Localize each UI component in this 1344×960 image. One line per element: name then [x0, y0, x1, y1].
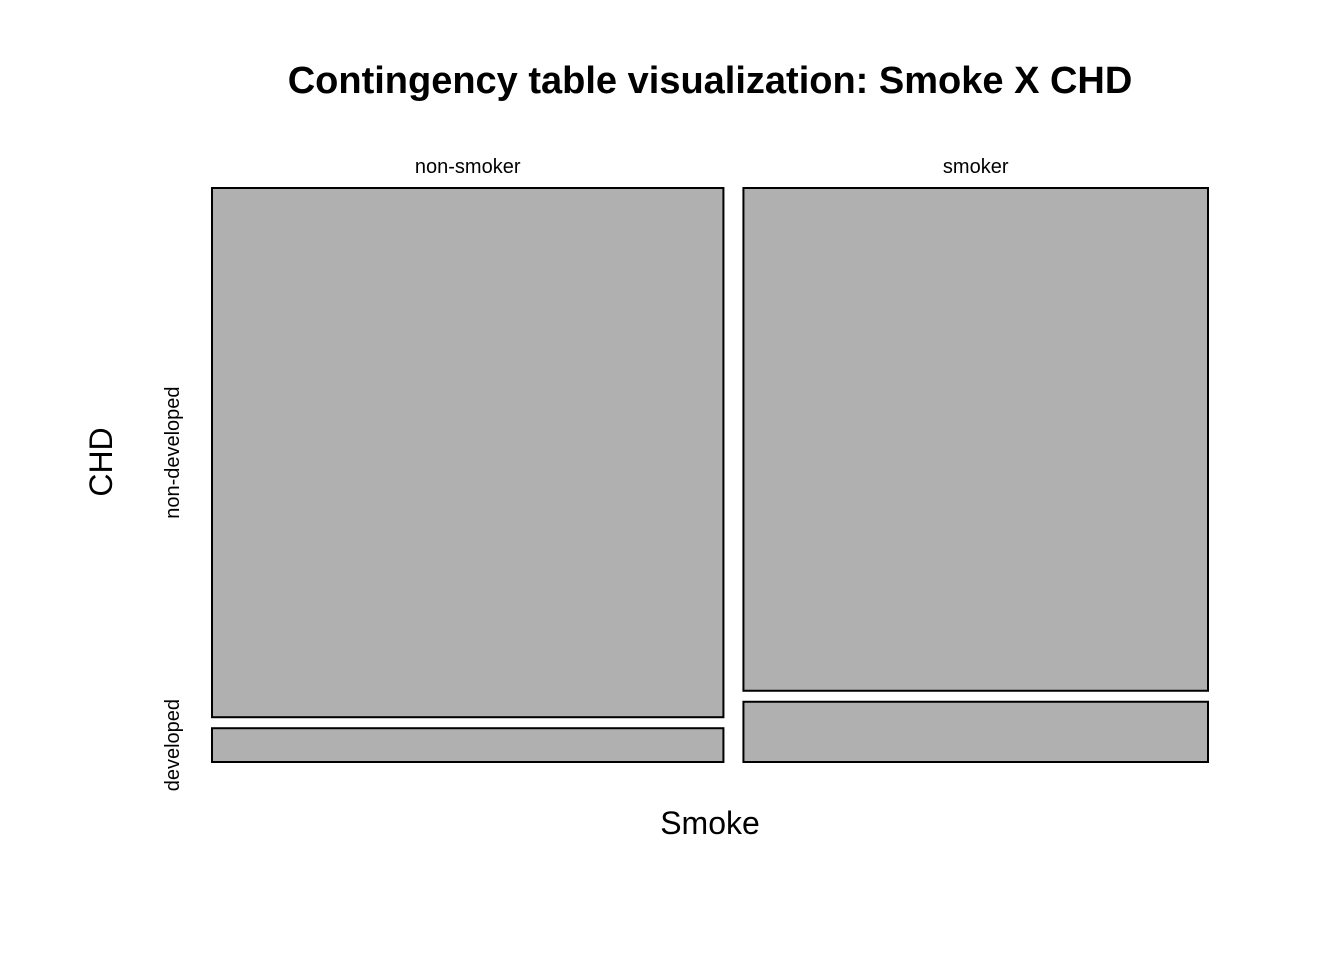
x-category-label-smoker: smoker	[943, 156, 1009, 178]
tile-non-smoker-non-developed	[211, 187, 725, 719]
tile-smoker-developed	[742, 700, 1209, 763]
tile-non-smoker-developed	[211, 727, 725, 763]
y-category-labels: developed non-developed	[162, 386, 184, 791]
y-category-label-non-developed: non-developed	[162, 386, 184, 518]
mosaic-tiles	[211, 187, 1209, 763]
x-axis-title: Smoke	[660, 805, 760, 841]
chart-title: Contingency table visualization: Smoke X…	[288, 60, 1133, 102]
y-category-label-developed: developed	[162, 699, 184, 791]
x-category-label-non-smoker: non-smoker	[415, 156, 521, 178]
y-axis-title: CHD	[83, 427, 119, 496]
tile-smoker-non-developed	[742, 187, 1209, 692]
x-category-labels: non-smoker smoker	[415, 156, 1009, 178]
